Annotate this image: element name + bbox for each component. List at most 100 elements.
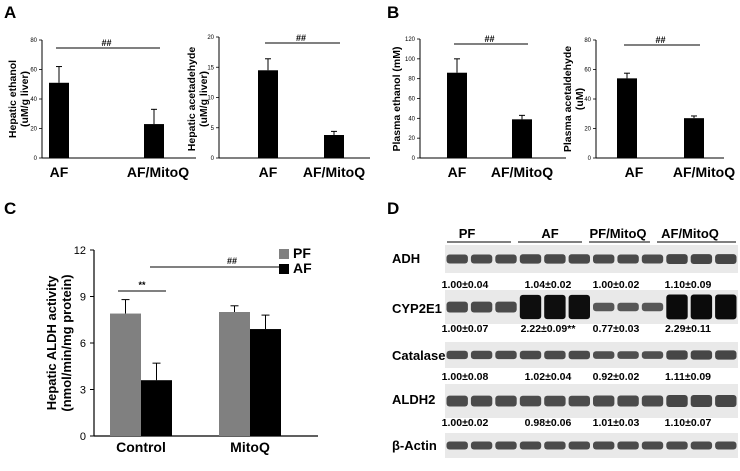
blot-row-label: β-Actin — [392, 438, 437, 453]
blot-band — [617, 302, 639, 312]
blot-band — [446, 254, 468, 264]
blot-band — [495, 254, 517, 264]
blot-band — [715, 350, 737, 360]
blot-band — [593, 254, 615, 264]
y-tick-label: 60 — [408, 97, 415, 103]
y-axis-label: Plasma ethanol (mM) — [391, 46, 403, 151]
blot-band — [568, 395, 590, 407]
significance-label: ## — [484, 34, 494, 44]
legend-label: PF — [293, 245, 311, 261]
chart-plasma-ethanol: 0 20 40 60 80 100 120 AF AF/MitoQ ## Plasma ethano… — [391, 34, 566, 180]
y-tick-label: 40 — [30, 97, 37, 103]
y-axis-label: Hepatic ALDH activity(nmol/min/mg protei… — [44, 274, 74, 411]
y-axis-label-line: Hepatic acetadehyde — [186, 47, 198, 152]
x-category-label: AF — [448, 164, 467, 180]
blot-band — [519, 294, 542, 320]
panel-letter-d: D — [387, 199, 399, 218]
x-category-label: AF — [259, 164, 278, 180]
bar — [49, 82, 69, 158]
blot-band — [495, 441, 517, 450]
blot-row-label: ALDH2 — [392, 392, 435, 407]
blot-band — [715, 395, 737, 407]
x-category-label: AF — [625, 164, 644, 180]
panel-letter-a: A — [4, 3, 16, 22]
y-tick-label: 60 — [30, 68, 37, 74]
chart-hepatic-ethanol: 0 20 40 60 80 AF AF/MitoQ ## Hepatic ethanol(uM/… — [7, 38, 196, 180]
blot-band — [495, 350, 517, 360]
blot-band — [568, 254, 590, 264]
x-category-label: AF/MitoQ — [673, 164, 735, 180]
blot-band — [470, 350, 493, 360]
bar — [617, 78, 637, 158]
panel-letter-b: B — [387, 3, 399, 22]
blot-group-header: AF/MitoQ — [661, 226, 719, 241]
blot-quant-value: 1.00±0.02 — [442, 417, 489, 429]
blot-row-label: ADH — [392, 251, 420, 266]
blot-band — [519, 350, 542, 360]
legend-swatch — [279, 264, 289, 274]
blot-band — [690, 395, 713, 407]
blot-band — [666, 395, 688, 407]
blot-band — [568, 350, 590, 360]
y-tick-label: 40 — [584, 97, 591, 103]
blot-band — [544, 395, 566, 407]
y-axis-label-line: Hepatic ethanol — [7, 60, 19, 138]
blot-quant-value: 2.29±0.11 — [665, 323, 711, 335]
significance-label: ## — [227, 256, 237, 266]
blot-band — [641, 395, 664, 407]
y-axis-label-line: (uM/g liver) — [19, 71, 31, 127]
blot-quant-value: 0.92±0.02 — [593, 371, 640, 383]
y-tick-label: 0 — [34, 156, 38, 162]
bar — [447, 72, 467, 158]
blot-band — [470, 254, 493, 264]
y-axis-label-line: (uM/g liver) — [198, 71, 210, 127]
blot-quant-value: 1.11±0.09 — [665, 371, 711, 383]
y-axis-label: Hepatic acetadehyde(uM/g liver) — [186, 47, 210, 152]
y-tick-label: 20 — [30, 127, 37, 133]
blot-quant-value: 1.00±0.07 — [442, 323, 489, 335]
blot-row-label: CYP2E1 — [392, 301, 442, 316]
blot-band — [470, 301, 493, 313]
y-tick-label: 120 — [405, 37, 416, 43]
blot-band — [544, 441, 566, 450]
blot-band — [495, 301, 517, 313]
blot-band — [593, 351, 615, 359]
chart-plasma-acetaldehyde: 0 20 40 60 80 AF AF/MitoQ ## Plasma acetaldehyde… — [562, 35, 735, 180]
blot-band — [470, 395, 493, 407]
blot-band — [568, 441, 590, 450]
x-category-label: Control — [116, 439, 166, 455]
blot-band — [544, 294, 566, 320]
y-tick-label: 40 — [408, 116, 415, 122]
y-axis-label-line: Plasma acetaldehyde — [562, 46, 574, 152]
y-tick-label: 12 — [74, 245, 86, 257]
y-tick-label: 0 — [211, 156, 215, 162]
blot-band — [690, 294, 713, 320]
y-tick-label: 80 — [30, 38, 37, 44]
blot-strip — [445, 290, 738, 324]
bar — [684, 118, 704, 158]
bar — [258, 70, 278, 158]
blot-group-header: PF/MitoQ — [589, 226, 646, 241]
blot-strip — [445, 245, 738, 273]
blot-band — [519, 441, 542, 450]
blot-quant-value: 1.00±0.02 — [593, 279, 640, 291]
y-axis-label: Plasma acetaldehyde(uM) — [562, 46, 586, 152]
blot-band — [715, 294, 737, 320]
y-tick-label: 80 — [408, 77, 415, 83]
blot-band — [690, 350, 713, 360]
blot-band — [715, 441, 737, 450]
y-tick-label: 80 — [584, 38, 591, 44]
blot-band — [446, 441, 468, 450]
blot-band — [666, 441, 688, 450]
blot-band — [495, 395, 517, 407]
blot-row-label: Catalase — [392, 348, 445, 363]
y-tick-label: 20 — [207, 35, 214, 41]
bar — [144, 124, 164, 158]
blot-strip — [445, 384, 738, 418]
blot-band — [519, 254, 542, 264]
y-tick-label: 15 — [207, 65, 214, 71]
blot-quant-value: 1.10±0.09 — [665, 279, 712, 291]
significance-label: ** — [138, 280, 146, 290]
x-category-label: AF — [50, 164, 69, 180]
y-tick-label: 3 — [80, 385, 86, 397]
